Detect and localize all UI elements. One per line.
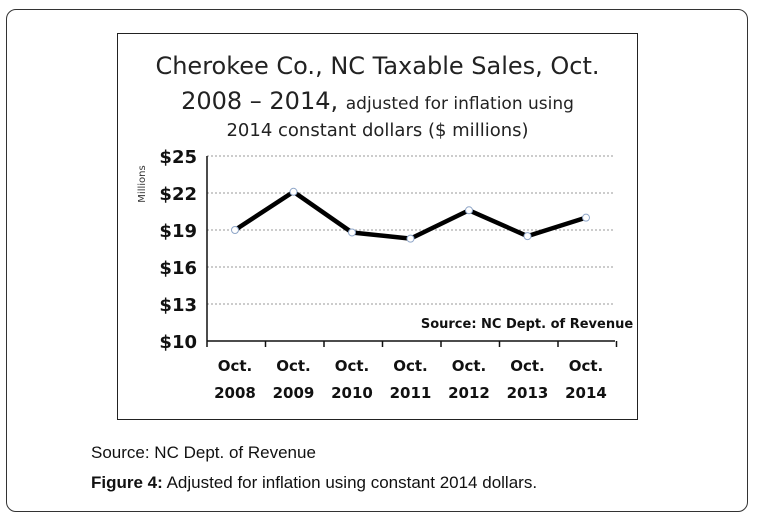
chart-title-line1: Cherokee Co., NC Taxable Sales, Oct. [155, 52, 600, 80]
figure-label: Figure 4: [91, 473, 163, 492]
y-tick-label: $13 [159, 295, 197, 316]
chart-title-subtitle: adjusted for inflation using [345, 94, 574, 114]
x-tick-label-month: Oct. [393, 357, 428, 375]
x-tick-label-month: Oct. [510, 357, 545, 375]
data-point [465, 206, 473, 215]
y-tick-label: $22 [159, 184, 197, 205]
figure-frame [6, 9, 748, 512]
y-tick-label: $16 [159, 258, 197, 279]
y-tick-label: $10 [159, 332, 197, 353]
data-point [406, 234, 415, 243]
figure-caption: Figure 4: Adjusted for inflation using c… [91, 473, 537, 493]
x-tick-label-year: 2011 [390, 384, 432, 402]
x-tick-label-month: Oct. [452, 357, 487, 375]
caption-source: Source: NC Dept. of Revenue [91, 443, 316, 462]
chart-source-annotation: Source: NC Dept. of Revenue [421, 317, 633, 332]
x-tick-label-month: Oct. [218, 357, 253, 375]
y-axis-label: Millions [137, 165, 148, 202]
x-tick-label-month: Oct. [276, 357, 311, 375]
figure-caption-text: Adjusted for inflation using constant 20… [162, 473, 538, 492]
series-line [233, 189, 587, 241]
x-tick-label-month: Oct. [335, 357, 370, 375]
x-tick-label-year: 2014 [565, 384, 607, 402]
x-tick-label-month: Oct. [569, 357, 604, 375]
chart-title-line3: 2014 constant dollars ($ millions) [226, 120, 529, 141]
chart-panel: Cherokee Co., NC Taxable Sales, Oct. 200… [117, 33, 638, 420]
data-point [523, 232, 532, 241]
data-point [231, 226, 239, 234]
chart-title-line2: 2008 – 2014, adjusted for inflation usin… [118, 87, 637, 115]
x-tick-label-year: 2009 [273, 384, 315, 402]
y-tick-label: $25 [159, 147, 197, 168]
chart-title-years: 2008 – 2014, [181, 87, 339, 115]
data-point [348, 228, 356, 237]
line-chart: $10 $13 $16 $19 $22 $25 Millions Oct. 2008 Oct. 20… [137, 147, 633, 402]
x-tick-label-year: 2013 [507, 384, 549, 402]
data-point [289, 187, 298, 196]
data-point [582, 213, 590, 222]
y-tick-label: $19 [159, 221, 197, 242]
x-tick-label-year: 2012 [448, 384, 490, 402]
x-tick-label-year: 2010 [331, 384, 373, 402]
x-tick-label-year: 2008 [214, 384, 256, 402]
